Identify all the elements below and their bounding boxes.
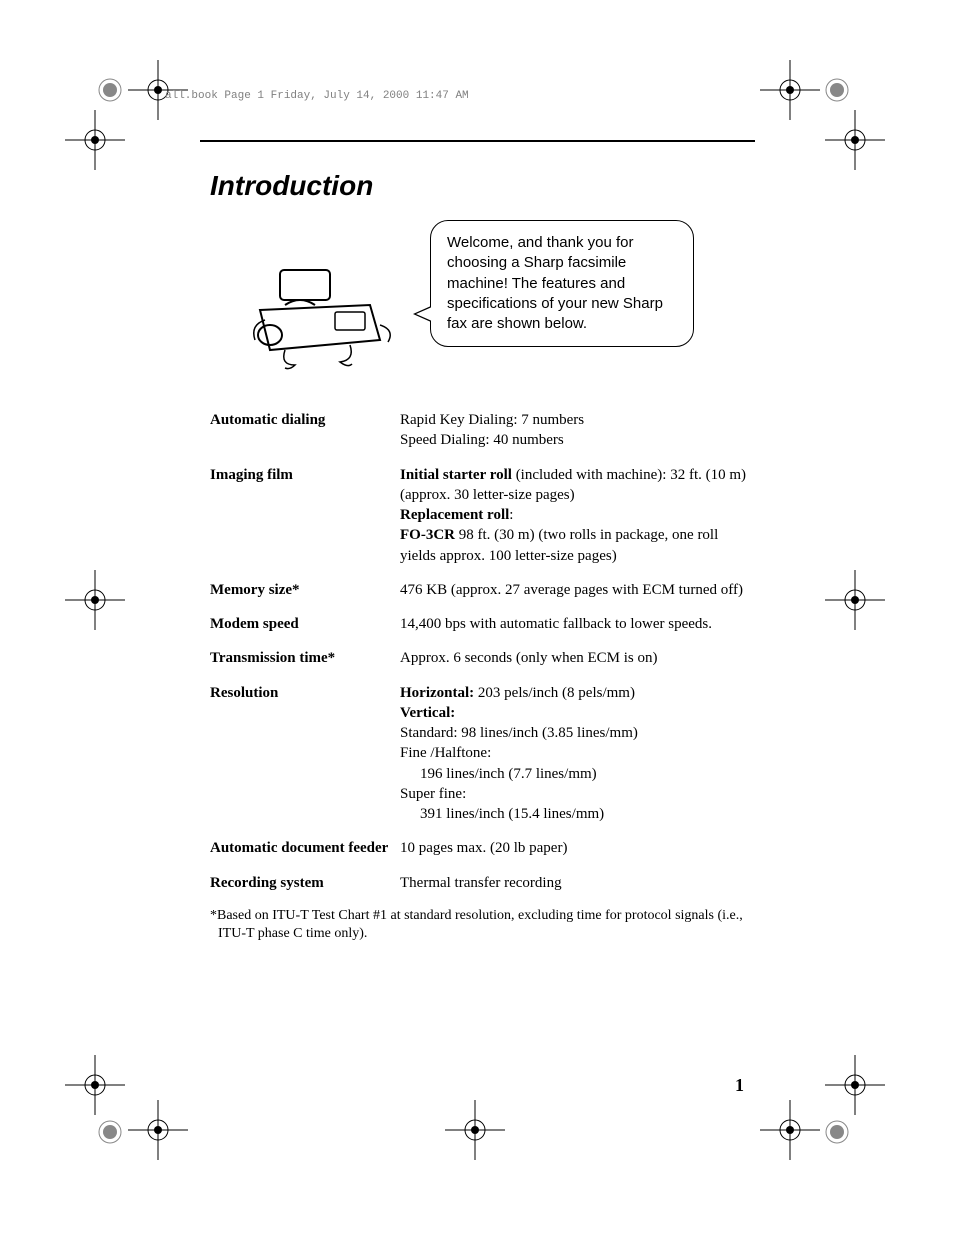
spec-bold: FO-3CR	[400, 527, 455, 543]
reg-dot-icon	[825, 78, 849, 102]
spec-value: Rapid Key Dialing: 7 numbers Speed Diali…	[400, 410, 750, 451]
spec-value: Horizontal: 203 pels/inch (8 pels/mm) Ve…	[400, 683, 750, 825]
reg-dot-icon	[98, 78, 122, 102]
spec-label: Resolution	[210, 683, 400, 825]
spec-value: Thermal transfer recording	[400, 873, 750, 893]
horizontal-rule	[200, 140, 755, 142]
spec-line: Speed Dialing: 40 numbers	[400, 432, 564, 448]
spec-bold: Replacement roll	[400, 507, 509, 523]
page-number: 1	[735, 1075, 744, 1096]
spec-value: Approx. 6 seconds (only when ECM is on)	[400, 648, 750, 668]
running-head: all.book Page 1 Friday, July 14, 2000 11…	[165, 90, 469, 102]
spec-text: Super fine:	[400, 786, 466, 802]
spec-value: 14,400 bps with automatic fallback to lo…	[400, 614, 750, 634]
spec-row-resolution: Resolution Horizontal: 203 pels/inch (8 …	[210, 683, 750, 825]
spec-text: 391 lines/inch (15.4 lines/mm)	[400, 804, 750, 824]
reg-mark-icon	[825, 1055, 885, 1115]
fax-machine-icon	[240, 250, 400, 390]
spec-row-automatic-dialing: Automatic dialing Rapid Key Dialing: 7 n…	[210, 410, 750, 451]
spec-text: 196 lines/inch (7.7 lines/mm)	[400, 764, 750, 784]
spec-value: 10 pages max. (20 lb paper)	[400, 838, 750, 858]
reg-mark-icon	[445, 1100, 505, 1160]
spec-row-memory-size: Memory size* 476 KB (approx. 27 average …	[210, 580, 750, 600]
page-title: Introduction	[210, 170, 750, 202]
spec-bold: Vertical:	[400, 705, 455, 721]
reg-mark-icon	[65, 110, 125, 170]
spec-row-imaging-film: Imaging film Initial starter roll (inclu…	[210, 465, 750, 566]
reg-mark-icon	[760, 60, 820, 120]
spec-value: 476 KB (approx. 27 average pages with EC…	[400, 580, 750, 600]
bubble-text: Welcome, and thank you for choosing a Sh…	[447, 234, 663, 332]
spec-row-transmission-time: Transmission time* Approx. 6 seconds (on…	[210, 648, 750, 668]
welcome-speech-bubble: Welcome, and thank you for choosing a Sh…	[430, 220, 694, 347]
spec-row-auto-doc-feeder: Automatic document feeder 10 pages max. …	[210, 838, 750, 858]
spec-row-recording-system: Recording system Thermal transfer record…	[210, 873, 750, 893]
spec-text: Fine /Halftone:	[400, 745, 491, 761]
spec-label: Automatic document feeder	[210, 838, 400, 858]
reg-mark-icon	[825, 110, 885, 170]
intro-row: Welcome, and thank you for choosing a Sh…	[210, 220, 750, 390]
spec-label: Memory size*	[210, 580, 400, 600]
footnote: *Based on ITU-T Test Chart #1 at standar…	[210, 907, 750, 943]
spec-bold: Horizontal:	[400, 685, 474, 701]
spec-value: Initial starter roll (included with mach…	[400, 465, 750, 566]
reg-dot-icon	[98, 1120, 122, 1144]
reg-mark-icon	[65, 1055, 125, 1115]
page-content: Introduction Welcome, and thank you for …	[210, 170, 750, 943]
spec-table: Automatic dialing Rapid Key Dialing: 7 n…	[210, 410, 750, 893]
spec-row-modem-speed: Modem speed 14,400 bps with automatic fa…	[210, 614, 750, 634]
spec-text: Standard: 98 lines/inch (3.85 lines/mm)	[400, 725, 638, 741]
reg-dot-icon	[825, 1120, 849, 1144]
spec-label: Automatic dialing	[210, 410, 400, 451]
reg-mark-icon	[825, 570, 885, 630]
reg-mark-icon	[128, 1100, 188, 1160]
spec-text: :	[509, 507, 513, 523]
spec-text: 203 pels/inch (8 pels/mm)	[474, 685, 635, 701]
reg-mark-icon	[760, 1100, 820, 1160]
spec-label: Transmission time*	[210, 648, 400, 668]
spec-label: Recording system	[210, 873, 400, 893]
reg-mark-icon	[65, 570, 125, 630]
spec-bold: Initial starter roll	[400, 467, 512, 483]
spec-line: Rapid Key Dialing: 7 numbers	[400, 412, 584, 428]
spec-label: Imaging film	[210, 465, 400, 566]
spec-label: Modem speed	[210, 614, 400, 634]
